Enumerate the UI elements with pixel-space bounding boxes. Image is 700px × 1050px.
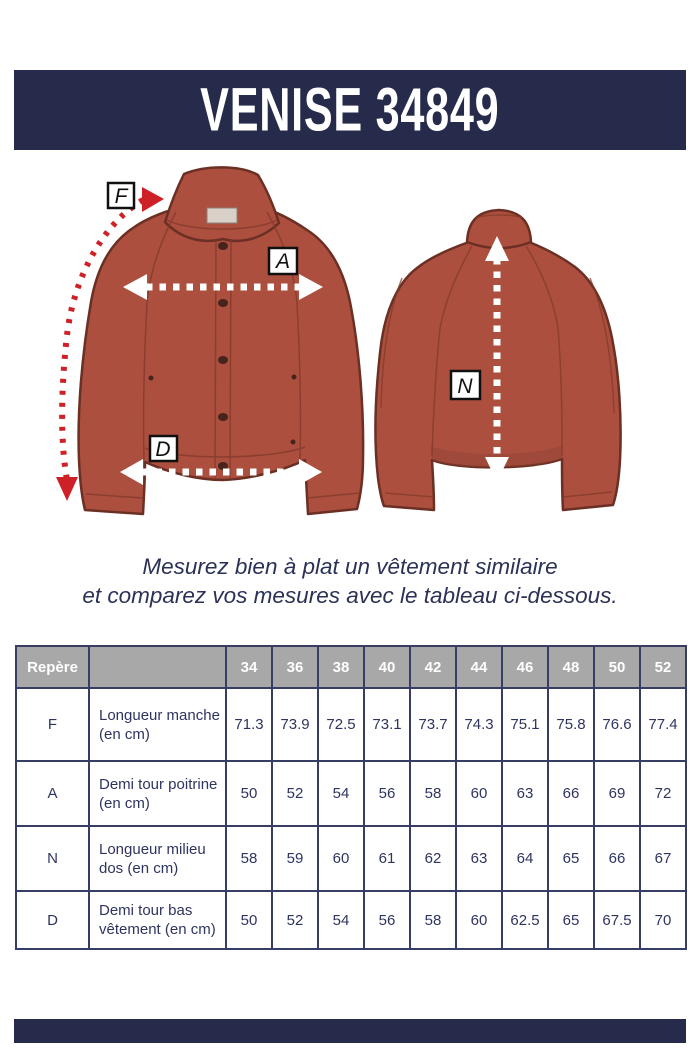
measure-value: 65 bbox=[547, 825, 595, 892]
table-row: A Demi tour poitrine (en cm) 50 52 54 56… bbox=[15, 760, 687, 827]
measure-value: 54 bbox=[317, 890, 365, 950]
measure-value: 75.8 bbox=[547, 687, 595, 762]
measure-value: 77.4 bbox=[639, 687, 687, 762]
table-row: D Demi tour bas vêtement (en cm) 50 52 5… bbox=[15, 890, 687, 950]
measure-value: 62.5 bbox=[501, 890, 549, 950]
front-jacket-collar bbox=[163, 166, 281, 243]
measure-arrow-d bbox=[120, 459, 322, 485]
measure-code: F bbox=[15, 687, 90, 762]
measure-value: 73.1 bbox=[363, 687, 411, 762]
measure-value: 58 bbox=[225, 825, 273, 892]
size-header-cell: 50 bbox=[593, 645, 641, 689]
size-header-cell: 34 bbox=[225, 645, 273, 689]
measure-value: 74.3 bbox=[455, 687, 503, 762]
size-header-cell: 52 bbox=[639, 645, 687, 689]
measure-description-line: Demi tour poitrine bbox=[99, 775, 218, 793]
corner-header-cell: Repère bbox=[15, 645, 90, 689]
measure-code: A bbox=[15, 760, 90, 827]
measure-value: 52 bbox=[271, 760, 319, 827]
measure-value: 76.6 bbox=[593, 687, 641, 762]
measure-value: 56 bbox=[363, 890, 411, 950]
measure-value: 59 bbox=[271, 825, 319, 892]
measure-description-line: Longueur manche bbox=[99, 706, 220, 724]
size-header-cell: 38 bbox=[317, 645, 365, 689]
size-header-cell: 40 bbox=[363, 645, 411, 689]
footer-bar bbox=[14, 1019, 686, 1043]
measure-value: 60 bbox=[455, 890, 503, 950]
measure-description-line: dos (en cm) bbox=[99, 859, 179, 877]
measure-description-line: (en cm) bbox=[99, 725, 150, 743]
measure-value: 66 bbox=[547, 760, 595, 827]
back-jacket-diagram: N bbox=[374, 208, 622, 512]
measure-value: 65 bbox=[547, 890, 595, 950]
front-buttons bbox=[148, 242, 297, 470]
measure-value: 73.7 bbox=[409, 687, 457, 762]
measure-description: Longueur milieu dos (en cm) bbox=[88, 825, 227, 892]
measure-value: 58 bbox=[409, 890, 457, 950]
measure-value: 67 bbox=[639, 825, 687, 892]
measure-code: N bbox=[15, 825, 90, 892]
size-header-cell: 46 bbox=[501, 645, 549, 689]
size-header-cell: 44 bbox=[455, 645, 503, 689]
measurement-diagram: F A D bbox=[0, 160, 700, 545]
measure-description-line: Demi tour bas bbox=[99, 902, 193, 919]
size-header-cell: 48 bbox=[547, 645, 595, 689]
front-jacket-diagram: F A D bbox=[56, 166, 365, 516]
measure-value: 72 bbox=[639, 760, 687, 827]
empty-header-cell bbox=[88, 645, 227, 689]
measure-value: 63 bbox=[455, 825, 503, 892]
page-title: VENISE 34849 bbox=[200, 75, 500, 144]
instruction-line-2: et comparez vos mesures avec le tableau … bbox=[82, 583, 618, 608]
measure-arrow-n bbox=[485, 236, 509, 482]
measure-description-line: vêtement (en cm) bbox=[99, 921, 216, 938]
measure-label-d: D bbox=[148, 434, 179, 463]
measure-value: 75.1 bbox=[501, 687, 549, 762]
measure-value: 58 bbox=[409, 760, 457, 827]
measure-value: 73.9 bbox=[271, 687, 319, 762]
measure-description: Demi tour bas vêtement (en cm) bbox=[88, 890, 227, 950]
measure-description-line: Longueur milieu bbox=[99, 840, 206, 858]
measure-label-n: N bbox=[449, 369, 482, 401]
label-a-text: A bbox=[274, 250, 290, 273]
instruction-line-1: Mesurez bien à plat un vêtement similair… bbox=[142, 554, 558, 579]
measure-value: 64 bbox=[501, 825, 549, 892]
measure-arrow-f bbox=[56, 187, 164, 501]
measure-label-f: F bbox=[106, 181, 136, 210]
measure-value: 69 bbox=[593, 760, 641, 827]
size-header-row: Repère 34 36 38 40 42 44 46 48 50 52 bbox=[15, 645, 687, 689]
measure-value: 50 bbox=[225, 890, 273, 950]
measure-code: D bbox=[15, 890, 90, 950]
measure-value: 70 bbox=[639, 890, 687, 950]
title-banner: VENISE 34849 bbox=[14, 70, 686, 150]
measure-value: 52 bbox=[271, 890, 319, 950]
measure-value: 63 bbox=[501, 760, 549, 827]
measure-value: 61 bbox=[363, 825, 411, 892]
measure-value: 50 bbox=[225, 760, 273, 827]
table-row: N Longueur milieu dos (en cm) 58 59 60 6… bbox=[15, 825, 687, 892]
measuring-instructions: Mesurez bien à plat un vêtement similair… bbox=[0, 552, 700, 610]
size-header-cell: 42 bbox=[409, 645, 457, 689]
measure-value: 67.5 bbox=[593, 890, 641, 950]
measure-description: Longueur manche (en cm) bbox=[88, 687, 227, 762]
measure-value: 60 bbox=[455, 760, 503, 827]
table-row: F Longueur manche (en cm) 71.3 73.9 72.5… bbox=[15, 687, 687, 762]
measure-value: 56 bbox=[363, 760, 411, 827]
measure-value: 60 bbox=[317, 825, 365, 892]
measure-value: 62 bbox=[409, 825, 457, 892]
back-jacket-body bbox=[374, 240, 622, 512]
measure-value: 72.5 bbox=[317, 687, 365, 762]
measure-description-line: (en cm) bbox=[99, 794, 150, 812]
measure-value: 54 bbox=[317, 760, 365, 827]
measure-value: 66 bbox=[593, 825, 641, 892]
measure-arrow-a bbox=[123, 274, 323, 300]
label-f-text: F bbox=[115, 185, 129, 208]
label-n-text: N bbox=[457, 375, 473, 398]
size-header-cell: 36 bbox=[271, 645, 319, 689]
label-d-text: D bbox=[155, 438, 170, 461]
brand-label bbox=[206, 207, 238, 224]
measure-description: Demi tour poitrine (en cm) bbox=[88, 760, 227, 827]
size-chart-table: Repère 34 36 38 40 42 44 46 48 50 52 F L… bbox=[15, 645, 687, 950]
measure-value: 71.3 bbox=[225, 687, 273, 762]
measure-label-a: A bbox=[267, 246, 299, 276]
